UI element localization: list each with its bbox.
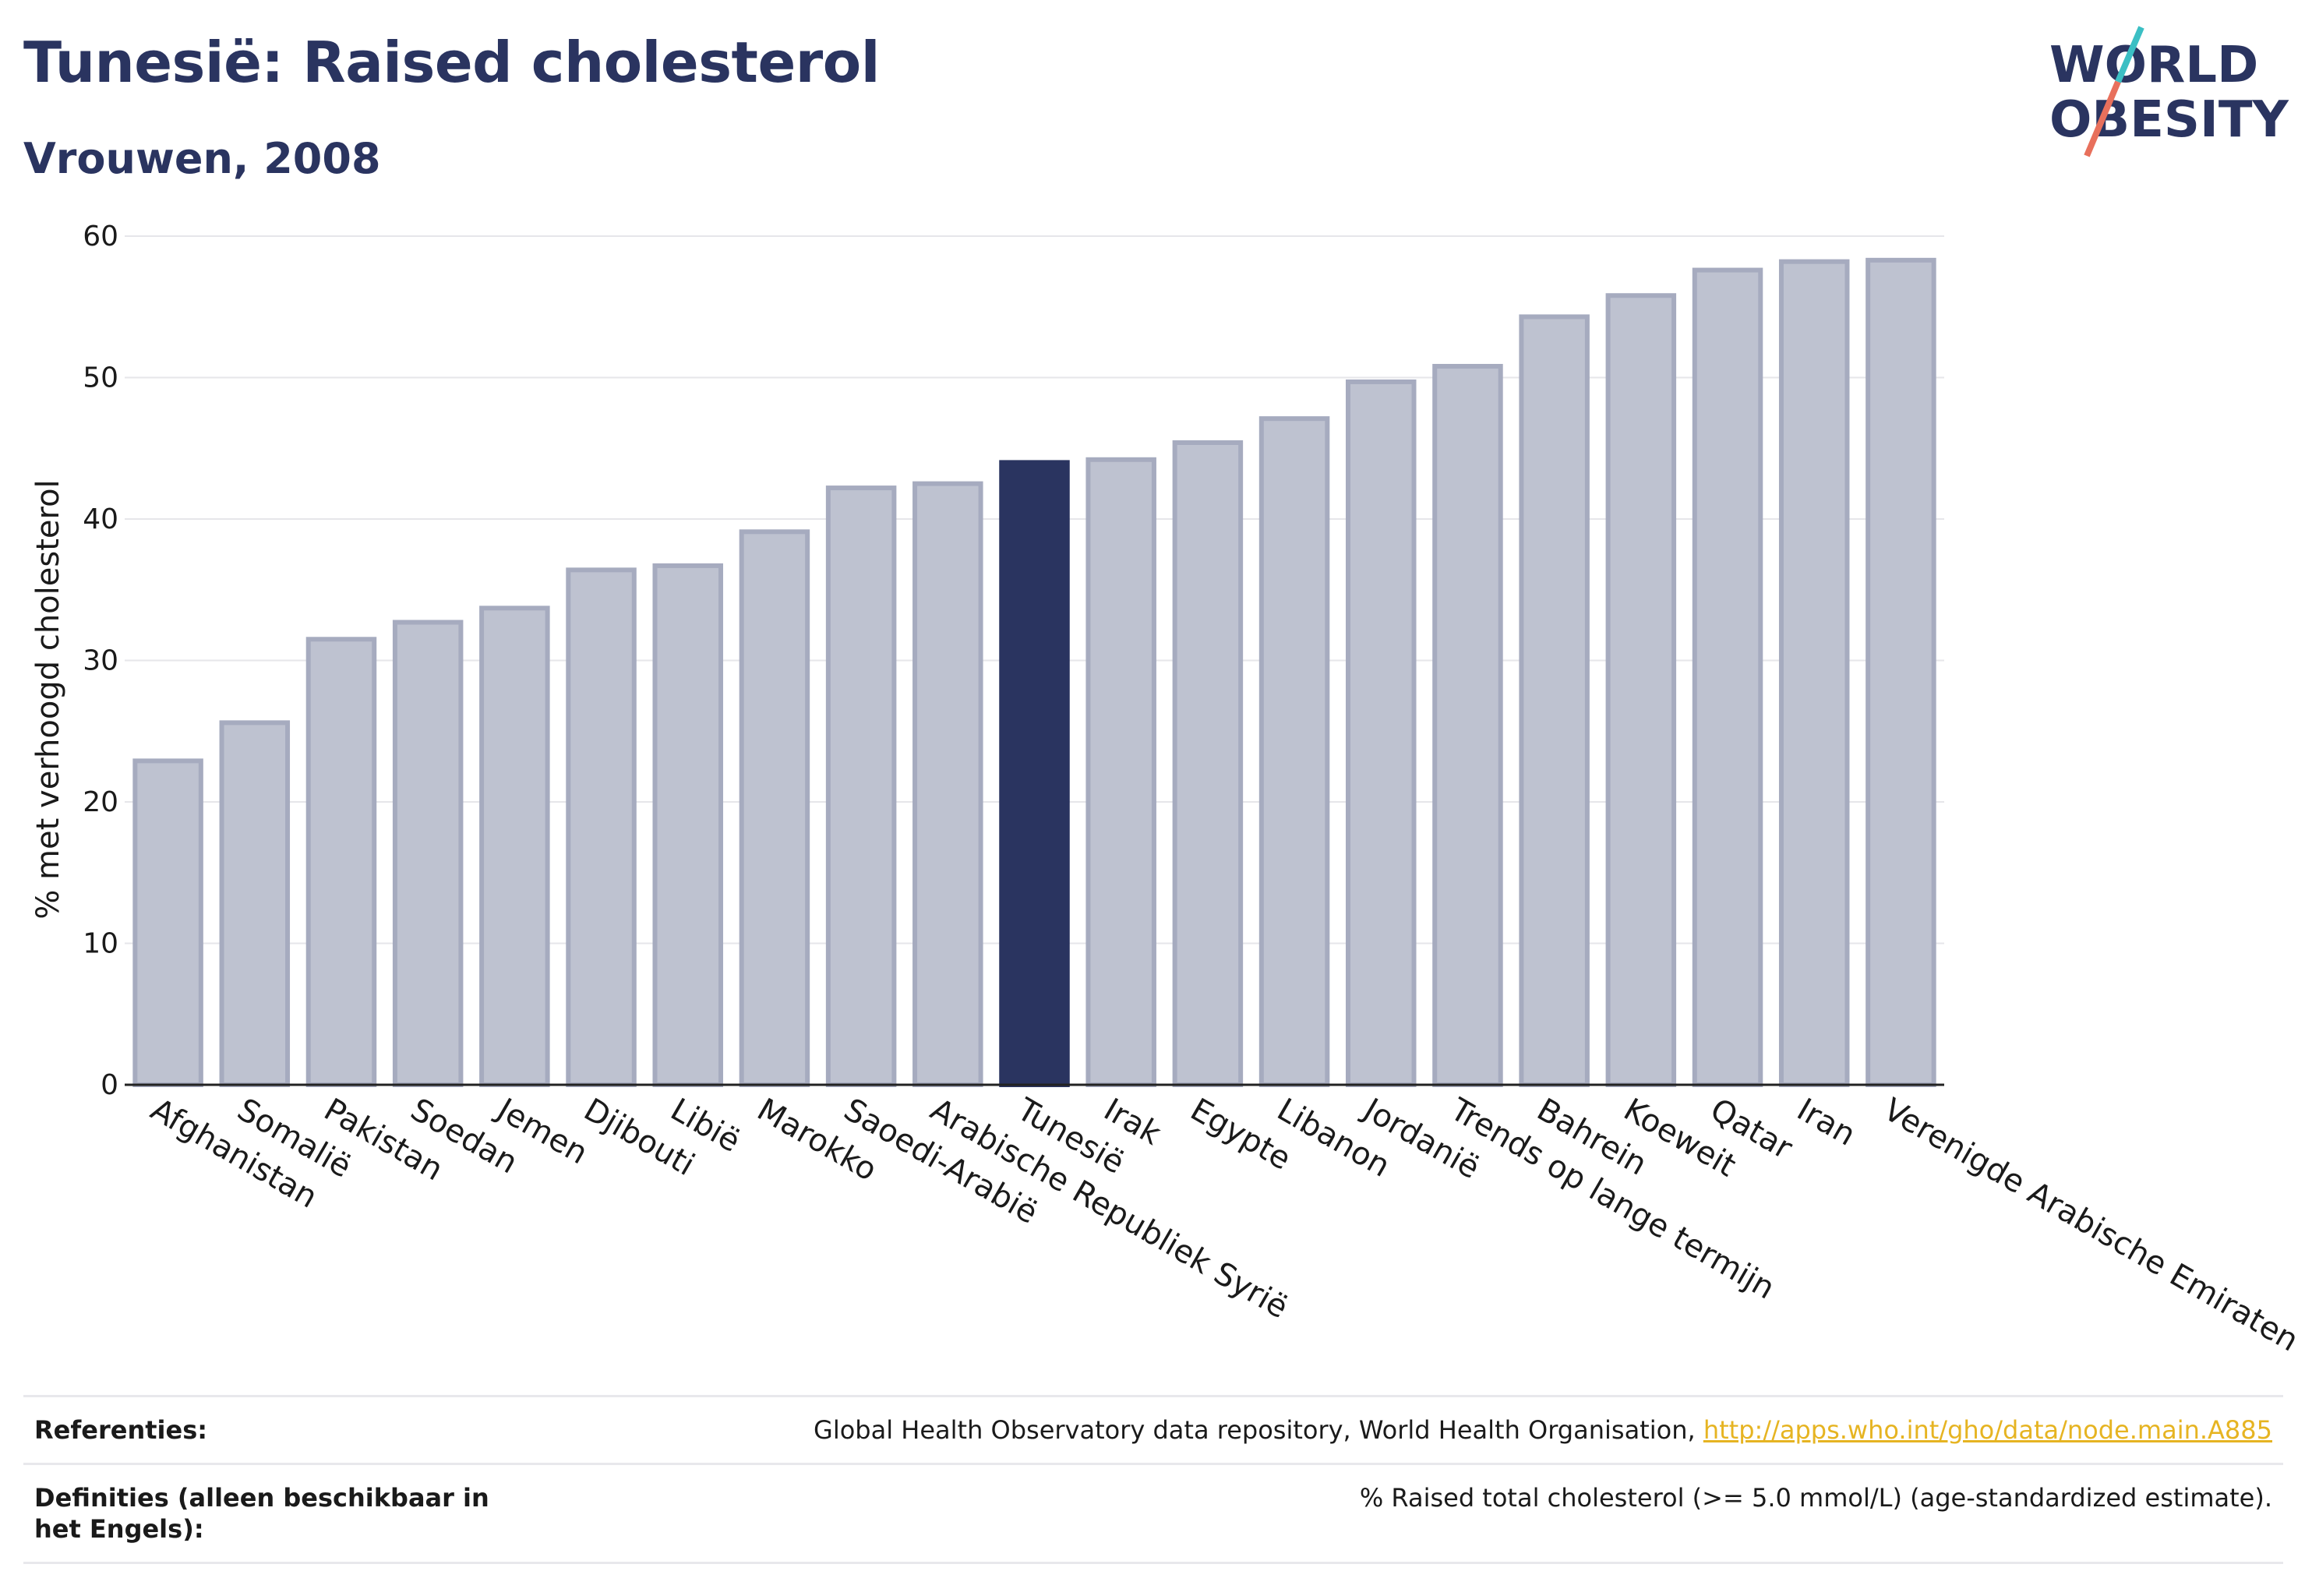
bar[interactable] (219, 720, 291, 1087)
bar[interactable] (132, 758, 203, 1087)
bar[interactable] (652, 563, 723, 1087)
bar[interactable] (1866, 257, 1936, 1088)
y-axis-ticks: 0 10 20 30 40 50 60 (83, 221, 118, 1101)
bars (132, 257, 1936, 1088)
bar[interactable] (1519, 314, 1590, 1087)
bar[interactable] (1432, 363, 1503, 1088)
bar[interactable] (305, 637, 377, 1087)
bar[interactable] (739, 529, 810, 1087)
footer-table: Referenties: Global Health Observatory d… (23, 1395, 2283, 1564)
references-value: Global Health Observatory data repositor… (814, 1414, 2272, 1446)
bar-chart: 0 10 20 30 40 50 60 AfghanistanSomaliëPakistan… (30, 221, 2305, 1359)
y-tick-label: 40 (83, 503, 118, 535)
x-tick-label: Egypte (1184, 1092, 1297, 1178)
y-axis-title: % met verhoogd cholesterol (30, 479, 66, 919)
y-tick-label: 20 (83, 786, 118, 818)
bar[interactable] (1172, 440, 1244, 1087)
world-obesity-logo: WORLD OBESITY (2049, 26, 2289, 157)
bar[interactable] (1258, 416, 1330, 1087)
definitions-value: % Raised total cholesterol (>= 5.0 mmol/… (1359, 1483, 2272, 1513)
bar[interactable] (392, 620, 464, 1087)
y-tick-label: 60 (83, 221, 118, 252)
logo-line2: OBESITY (2049, 91, 2289, 149)
bar[interactable] (1605, 293, 1677, 1088)
bar-highlight[interactable] (999, 460, 1070, 1087)
references-row: Referenties: Global Health Observatory d… (23, 1395, 2283, 1463)
references-link[interactable]: http://apps.who.int/gho/data/node.main.A… (1703, 1415, 2272, 1445)
references-text: Global Health Observatory data repositor… (814, 1415, 1703, 1445)
chart-title: Tunesië: Raised cholesterol (23, 30, 880, 95)
bar[interactable] (479, 606, 550, 1087)
bar[interactable] (912, 481, 983, 1087)
x-tick-label: Iran (1791, 1092, 1862, 1153)
x-axis-labels: AfghanistanSomaliëPakistanSoedanJemenDji… (145, 1090, 2305, 1358)
y-tick-label: 0 (101, 1069, 118, 1101)
bar[interactable] (566, 567, 637, 1087)
bar[interactable] (1692, 267, 1763, 1087)
definitions-label: Definities (alleen beschikbaar in het En… (34, 1483, 489, 1544)
bar[interactable] (825, 486, 897, 1087)
bar[interactable] (1085, 457, 1156, 1087)
x-tick-label: Verenigde Arabische Emiraten (1877, 1092, 2304, 1359)
y-tick-label: 10 (83, 928, 118, 960)
bar[interactable] (1778, 259, 1850, 1087)
logo-line1: WORLD (2049, 37, 2258, 94)
y-tick-label: 50 (83, 362, 118, 394)
definitions-row: Definities (alleen beschikbaar in het En… (23, 1463, 2283, 1564)
y-tick-label: 30 (83, 645, 118, 677)
chart-subtitle: Vrouwen, 2008 (23, 134, 381, 183)
references-label: Referenties: (34, 1415, 208, 1445)
bar[interactable] (1346, 379, 1417, 1087)
